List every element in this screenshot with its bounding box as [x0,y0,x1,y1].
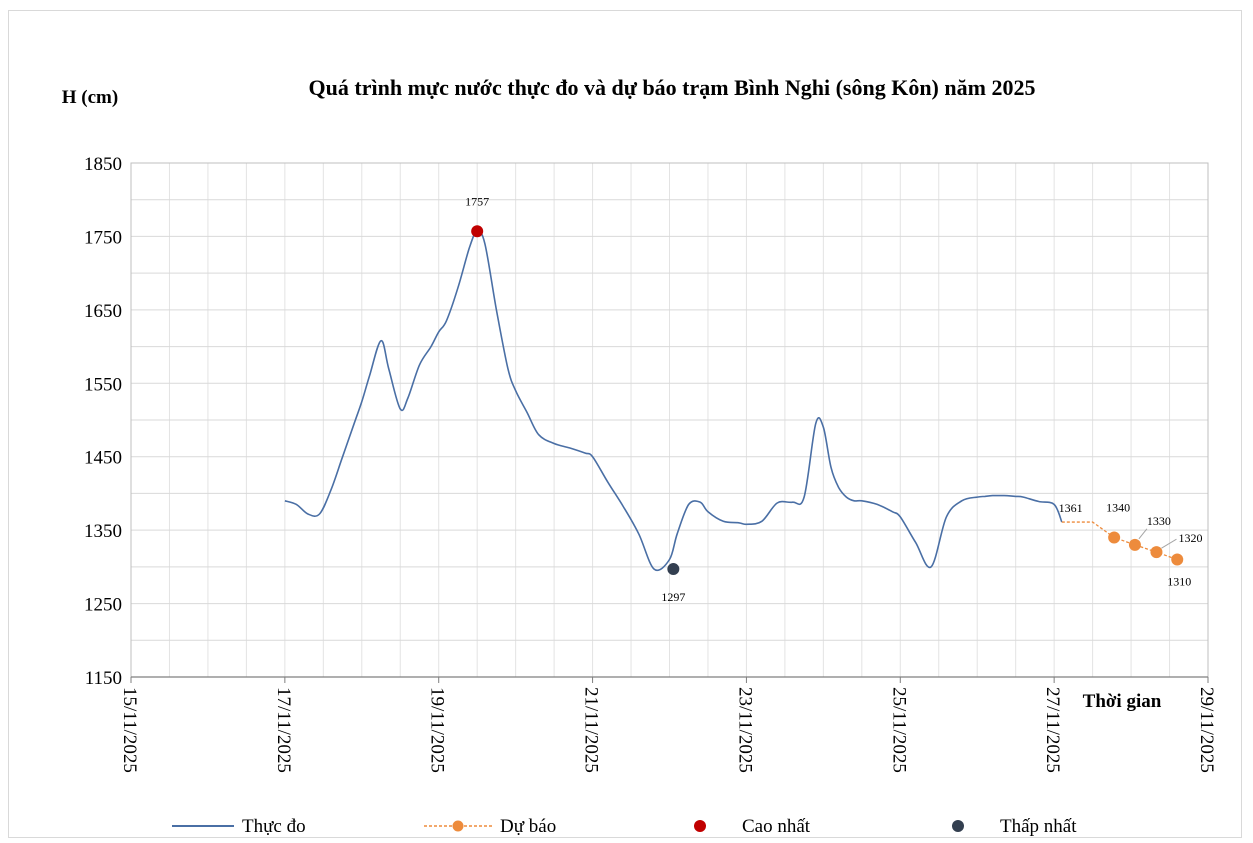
legend: Thực đo Dự báo Cao nhất Thấp nhất [172,816,1077,837]
x-tick-label: 29/11/2025 [1196,687,1217,773]
x-tick-label: 21/11/2025 [581,687,602,773]
forecast-data-label: 1310 [1167,575,1191,589]
y-tick-label: 1450 [84,448,122,469]
y-tick-label: 1250 [84,595,122,616]
forecast-data-label: 1361 [1059,501,1083,515]
leader-line [1161,538,1177,549]
x-tick-label: 23/11/2025 [734,687,755,773]
forecast-point [1108,531,1121,544]
legend-label-observed: Thực đo [242,816,306,837]
legend-marker-forecast [452,820,464,832]
forecast-point [1150,546,1163,559]
observed-series-line [284,230,1063,572]
y-tick-label: 1150 [85,668,122,689]
chart-frame [8,10,1242,838]
forecast-data-label: 1340 [1106,500,1130,514]
forecast-point [1171,553,1184,566]
y-tick-label: 1550 [84,374,122,395]
x-tick-labels: 15/11/2025 17/11/2025 19/11/2025 21/11/2025… [119,687,1217,773]
forecast-point [1128,538,1141,551]
series-layer [284,225,1184,576]
chart-title: Quá trình mực nước thực đo và dự báo trạ… [309,75,1036,100]
forecast-data-label: 1330 [1147,514,1171,528]
x-tick-label: 19/11/2025 [427,687,448,773]
x-tick-label: 25/11/2025 [888,687,909,773]
max-data-label: 1757 [465,194,489,208]
data-labels: 1757 1297 1361 1340 1330 1320 1310 [465,194,1202,604]
legend-label-forecast: Dự báo [500,816,556,837]
y-tick-label: 1650 [84,301,122,322]
min-point [667,563,680,576]
y-tick-labels: 1850 1750 1650 1550 1450 1350 1250 1150 [84,154,122,689]
x-tick-label: 27/11/2025 [1042,687,1063,773]
min-data-label: 1297 [661,590,685,604]
x-tick-label: 17/11/2025 [273,687,294,773]
y-axis-label: H (cm) [62,87,118,108]
y-tick-label: 1850 [84,154,122,175]
legend-marker [952,820,964,832]
x-tick-label: 15/11/2025 [119,687,140,773]
leader-line [1138,528,1148,540]
axes [130,162,1209,683]
legend-marker [694,820,706,832]
max-point [471,225,484,238]
legend-label: Cao nhất [742,816,811,837]
y-tick-label: 1750 [84,227,122,248]
legend-label: Thấp nhất [1000,816,1077,837]
y-tick-label: 1350 [84,521,122,542]
x-axis-label: Thời gian [1083,691,1162,712]
forecast-data-label: 1320 [1178,531,1202,545]
